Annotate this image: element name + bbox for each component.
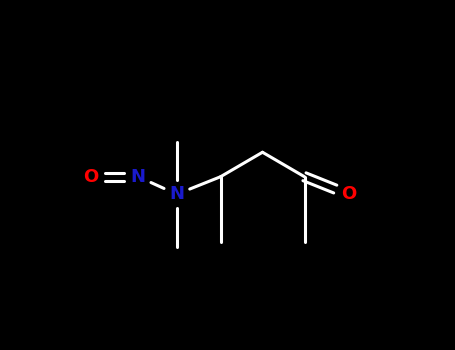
Text: O: O [341,185,356,203]
Text: N: N [131,168,146,186]
Text: N: N [169,185,184,203]
Text: O: O [83,168,99,186]
